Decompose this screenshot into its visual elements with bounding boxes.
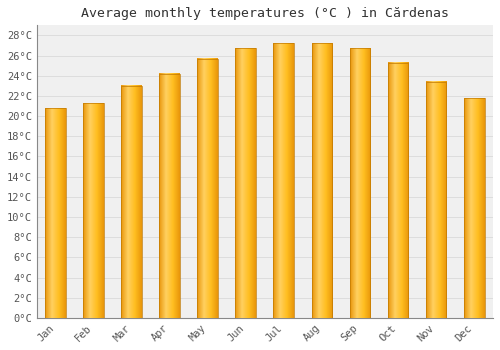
Bar xyxy=(46,108,66,318)
Bar xyxy=(464,98,484,318)
Bar xyxy=(274,43,294,318)
Bar xyxy=(426,82,446,318)
Bar xyxy=(198,58,218,318)
Bar xyxy=(84,103,104,318)
Title: Average monthly temperatures (°C ) in Cărdenas: Average monthly temperatures (°C ) in Că… xyxy=(81,7,449,20)
Bar xyxy=(122,86,142,318)
Bar xyxy=(388,63,408,318)
Bar xyxy=(160,74,180,318)
Bar xyxy=(236,49,256,318)
Bar xyxy=(350,49,370,318)
Bar xyxy=(312,43,332,318)
